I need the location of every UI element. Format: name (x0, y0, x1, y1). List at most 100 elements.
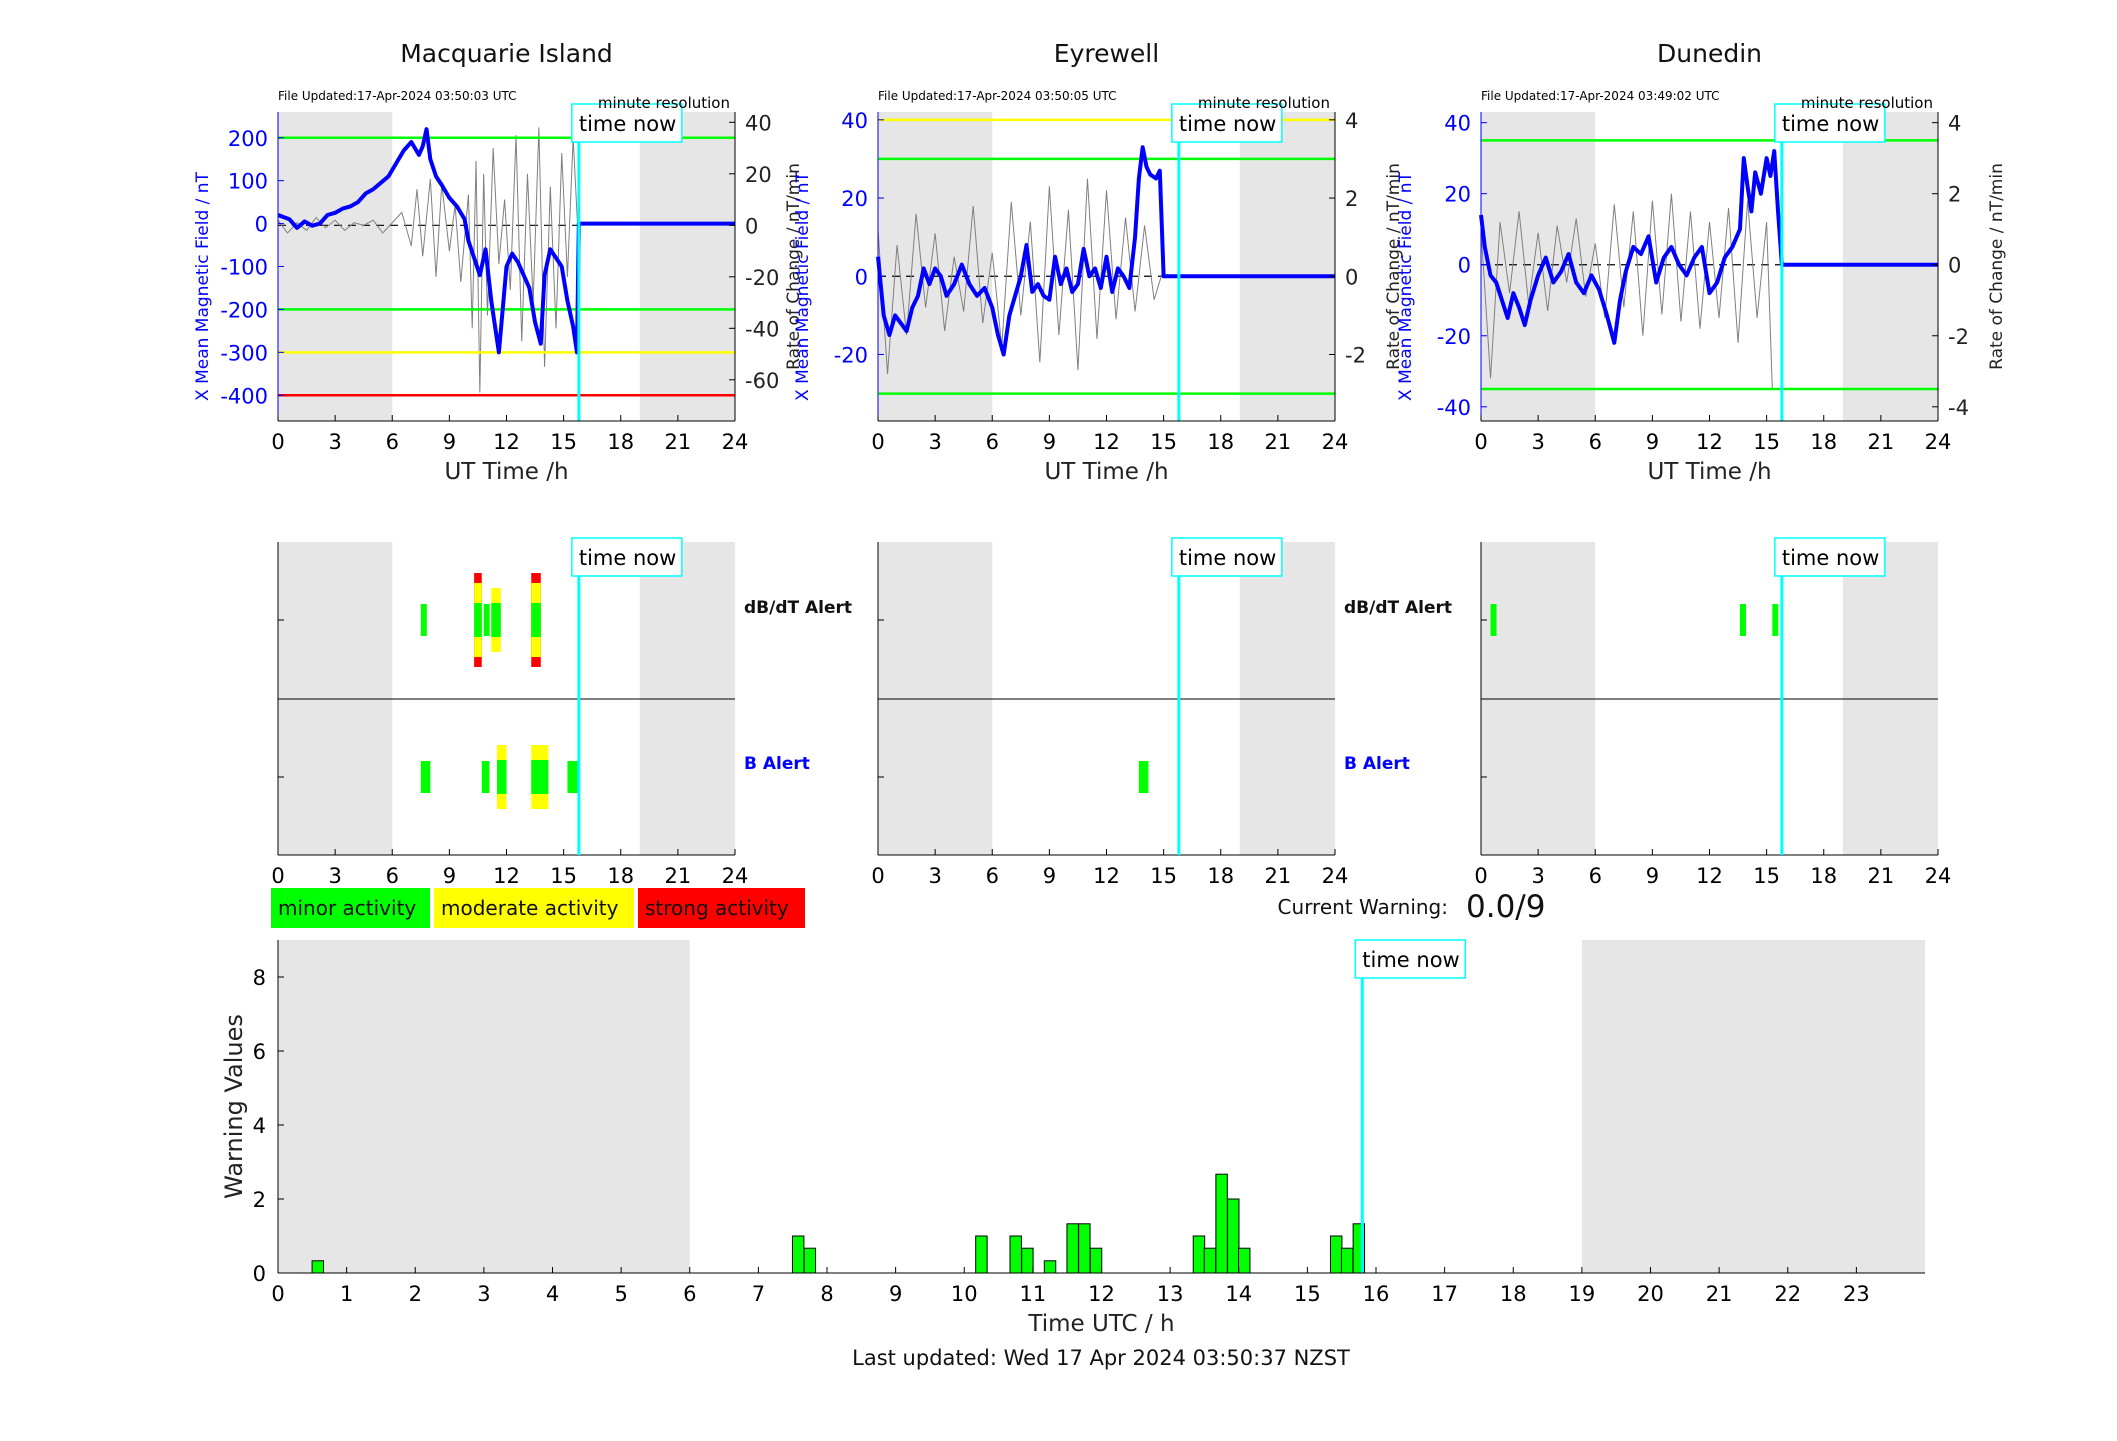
time-now-label: time now (1782, 112, 1879, 136)
x-tick-label: 16 (1363, 1282, 1390, 1306)
warning-bar (1203, 1247, 1217, 1274)
x-tick-label: 15 (1753, 864, 1780, 888)
x-tick-label: 18 (1810, 864, 1837, 888)
x-tick-label: 6 (386, 430, 399, 454)
current-warning-value: 0.0/9 (1466, 889, 1545, 925)
x-tick-label: 3 (1531, 430, 1544, 454)
time-now-label: time now (1362, 948, 1459, 972)
time-now-label: time now (1782, 546, 1879, 570)
db-alert-bar-minor (531, 603, 541, 637)
x-tick-label: 23 (1843, 1282, 1870, 1306)
time-now-box (1774, 537, 1886, 577)
x-tick-label: 6 (986, 864, 999, 888)
x-tick-label: 15 (1294, 1282, 1321, 1306)
x-tick-label: 1 (340, 1282, 353, 1306)
x-tick-label: 21 (1868, 430, 1895, 454)
y-tick-label: 6 (253, 1040, 266, 1064)
b-alert-bar-minor (531, 760, 549, 794)
y-right-tick-label: -20 (745, 266, 779, 290)
x-tick-label: 15 (550, 430, 577, 454)
b-alert-bar-minor (481, 761, 490, 793)
y-left-tick-label: -400 (220, 384, 268, 408)
resolution-text: minute resolution (1198, 94, 1330, 112)
x-tick-label: 6 (683, 1282, 696, 1306)
y-left-tick-label: -20 (834, 344, 868, 368)
x-tick-label: 24 (1925, 864, 1952, 888)
file-updated-text: File Updated:17-Apr-2024 03:50:05 UTC (878, 89, 1117, 103)
x-tick-label: 6 (1589, 864, 1602, 888)
x-tick-label: 18 (1207, 430, 1234, 454)
y-tick-label: 8 (253, 966, 266, 990)
x-tick-label: 7 (752, 1282, 765, 1306)
x-tick-label: 12 (1696, 430, 1723, 454)
time-now-box (1774, 103, 1886, 143)
x-tick-label: 9 (443, 864, 456, 888)
x-tick-label: 3 (928, 864, 941, 888)
x-tick-label: 15 (1753, 430, 1780, 454)
warning-bar (1089, 1247, 1103, 1274)
activity-legend: minor activity moderate activity strong ac… (271, 888, 805, 928)
night-shading (1581, 940, 1925, 1273)
db-alert-bar-minor (474, 603, 482, 637)
x-tick-label: 12 (1088, 1282, 1115, 1306)
x-tick-label: 11 (1020, 1282, 1047, 1306)
last-updated-footer: Last updated: Wed 17 Apr 2024 03:50:37 N… (852, 1346, 1350, 1370)
legend-label: moderate activity (441, 896, 619, 920)
y-left-tick-label: 20 (841, 187, 868, 211)
y-left-tick-label: 200 (228, 127, 268, 151)
x-tick-label: 24 (1322, 430, 1349, 454)
y-right-tick-label: 0 (1345, 265, 1358, 289)
x-axis-label: UT Time /h (444, 459, 568, 485)
time-now-box (571, 537, 683, 577)
x-tick-label: 10 (951, 1282, 978, 1306)
station-title: Macquarie Island (400, 39, 613, 68)
db-alert-label: dB/dT Alert (744, 598, 852, 618)
x-tick-label: 21 (1706, 1282, 1733, 1306)
db-alert-bar-minor (1772, 604, 1779, 636)
x-axis-label: UT Time /h (1044, 459, 1168, 485)
y-right-axis-label: Rate of Change / nT/min (1987, 163, 2007, 370)
y-right-tick-label: 0 (745, 214, 758, 238)
night-shading (278, 940, 690, 1273)
x-tick-label: 9 (1646, 864, 1659, 888)
x-tick-label: 6 (986, 430, 999, 454)
warning-bar (1078, 1223, 1091, 1274)
x-tick-label: 19 (1569, 1282, 1596, 1306)
b-alert-bar-minor (496, 760, 507, 794)
warning-bar (791, 1235, 805, 1274)
db-alert-label: dB/dT Alert (1344, 598, 1452, 618)
y-right-axis-label: Rate of Change / nT/min (1384, 163, 1404, 370)
x-tick-label: 9 (1043, 864, 1056, 888)
night-shading (1239, 112, 1335, 421)
y-tick-label: 2 (253, 1188, 266, 1212)
y-left-tick-label: -100 (220, 256, 268, 280)
y-left-tick-label: 0 (1458, 254, 1471, 278)
legend-swatch (271, 888, 430, 928)
db-alert-bar-minor (1490, 604, 1497, 636)
field-series-line (876, 145, 1335, 357)
x-tick-label: 24 (1925, 430, 1952, 454)
x-tick-label: 3 (1531, 864, 1544, 888)
x-tick-label: 24 (1322, 864, 1349, 888)
x-tick-label: 24 (722, 430, 749, 454)
x-tick-label: 20 (1637, 1282, 1664, 1306)
x-tick-label: 3 (328, 864, 341, 888)
night-shading (278, 112, 393, 421)
file-updated-text: File Updated:17-Apr-2024 03:49:02 UTC (1481, 89, 1720, 103)
warning-bar (1066, 1223, 1079, 1274)
x-tick-label: 9 (1043, 430, 1056, 454)
y-right-tick-label: 4 (1345, 109, 1358, 133)
y-tick-label: 4 (253, 1114, 266, 1138)
x-tick-label: 24 (722, 864, 749, 888)
b-alert-bar-minor (420, 761, 431, 793)
time-now-box (1171, 103, 1283, 143)
warning-bar (311, 1260, 325, 1274)
x-tick-label: 9 (1646, 430, 1659, 454)
time-now-box (1354, 939, 1467, 979)
x-tick-label: 21 (665, 864, 692, 888)
x-tick-label: 8 (820, 1282, 833, 1306)
x-tick-label: 14 (1225, 1282, 1252, 1306)
